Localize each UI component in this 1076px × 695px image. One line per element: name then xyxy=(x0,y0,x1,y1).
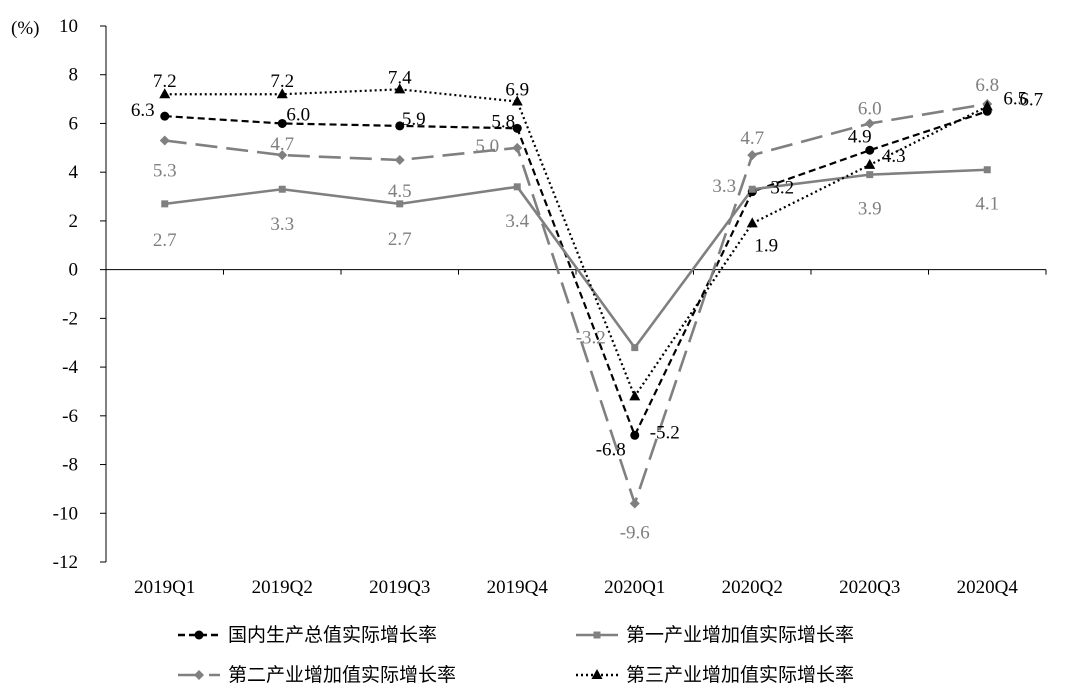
data-point-marker xyxy=(747,150,758,161)
y-tick-label: -4 xyxy=(62,357,78,378)
y-tick-label: 2 xyxy=(69,211,79,232)
data-label: 6.8 xyxy=(975,75,999,96)
data-point-marker xyxy=(194,670,204,680)
data-point-marker xyxy=(746,217,758,228)
series-line xyxy=(164,110,988,437)
data-label: 5.9 xyxy=(402,109,426,130)
data-point-marker xyxy=(748,185,756,193)
y-axis-unit-label: (%) xyxy=(11,18,39,39)
data-label: -5.2 xyxy=(650,422,680,443)
legend-label: 第二产业增加值实际增长率 xyxy=(228,664,456,686)
data-point-marker xyxy=(512,142,523,153)
data-label: 1.9 xyxy=(754,235,778,256)
data-label: 7.2 xyxy=(153,71,177,92)
data-label: 3.9 xyxy=(858,199,882,220)
series-line xyxy=(164,88,988,398)
data-point-marker xyxy=(629,390,641,401)
y-tick-label: 6 xyxy=(69,113,79,134)
x-tick-label: 2019Q4 xyxy=(487,577,549,598)
data-label: 6.0 xyxy=(286,104,310,125)
data-point-marker xyxy=(864,118,875,129)
data-point-marker xyxy=(394,155,405,165)
x-tick-label: 2020Q3 xyxy=(839,577,900,598)
data-label: 3.2 xyxy=(770,178,794,199)
y-tick-label: -6 xyxy=(62,406,78,427)
series-lines xyxy=(159,83,993,509)
data-point-marker xyxy=(160,111,170,121)
data-point-marker xyxy=(864,158,876,169)
data-label: 7.2 xyxy=(270,71,294,92)
data-label: 4.3 xyxy=(882,146,906,167)
data-point-marker xyxy=(277,118,287,128)
data-label: -3.2 xyxy=(576,328,606,349)
data-point-marker xyxy=(396,200,404,208)
axes: -12 -10 -8 -6 -4 -2 0 2 4 6 8 10 2019Q1 2019Q2 2019Q3 2… xyxy=(53,16,1047,598)
data-point-marker xyxy=(159,88,171,99)
data-label: 4.7 xyxy=(740,128,764,149)
data-point-marker xyxy=(276,88,288,99)
x-tick-label: 2020Q4 xyxy=(957,577,1019,598)
y-tick-label: 0 xyxy=(69,260,79,281)
data-label: 3.3 xyxy=(270,214,294,235)
data-point-marker xyxy=(159,135,170,146)
data-point-marker xyxy=(591,669,603,679)
data-label: 4.1 xyxy=(975,194,999,215)
data-label: 6.3 xyxy=(131,100,155,121)
data-point-marker xyxy=(865,145,875,155)
data-point-marker xyxy=(629,498,640,509)
data-label: 4.5 xyxy=(388,181,412,202)
data-point-marker xyxy=(511,95,523,106)
x-tick-label: 2019Q3 xyxy=(369,577,430,598)
x-tick-label: 2019Q1 xyxy=(134,577,195,598)
data-label: 4.7 xyxy=(270,134,294,155)
data-label: -6.8 xyxy=(596,439,626,460)
data-point-marker xyxy=(161,200,169,208)
data-point-marker xyxy=(194,630,204,640)
data-label: 3.4 xyxy=(505,211,529,232)
x-tick-label: 2020Q1 xyxy=(604,577,665,598)
data-point-marker xyxy=(277,150,288,161)
data-point-marker xyxy=(394,83,406,94)
y-tick-label: 10 xyxy=(59,16,78,37)
data-point-marker xyxy=(630,430,640,440)
y-tick-label: 4 xyxy=(69,162,79,183)
data-label: -9.6 xyxy=(620,523,650,544)
data-label: 7.4 xyxy=(388,67,412,88)
data-point-marker xyxy=(983,166,991,174)
y-tick-label: 8 xyxy=(69,65,79,86)
data-label: 6.0 xyxy=(858,98,882,119)
data-point-marker xyxy=(981,100,993,111)
data-label: 5.3 xyxy=(153,161,177,182)
data-point-marker xyxy=(512,123,522,133)
x-tick-label: 2019Q2 xyxy=(252,577,313,598)
data-label: 3.3 xyxy=(712,176,736,197)
data-label: 6.5 xyxy=(1003,88,1027,109)
legend-label: 第一产业增加值实际增长率 xyxy=(626,624,854,646)
data-label: 4.9 xyxy=(848,126,872,147)
y-tick-label: -2 xyxy=(62,308,78,329)
y-tick-label: -10 xyxy=(53,503,78,524)
data-labels: 6.3 6.0 5.9 5.8 -6.8 3.2 4.9 6.5 2.7 3.3 2.7 3.4 -3.… xyxy=(131,67,1043,543)
series-line xyxy=(164,168,988,349)
data-point-marker xyxy=(513,183,521,191)
data-label: 2.7 xyxy=(388,229,412,250)
legend-label: 国内生产总值实际增长率 xyxy=(228,624,437,646)
data-label: 5.8 xyxy=(491,111,515,132)
data-point-marker xyxy=(278,185,286,193)
data-label: 5.0 xyxy=(475,136,499,157)
legend-label: 第三产业增加值实际增长率 xyxy=(626,664,854,686)
data-point-marker xyxy=(593,631,601,639)
data-point-marker xyxy=(631,344,639,352)
data-label: 6.9 xyxy=(505,80,529,101)
x-tick-label: 2020Q2 xyxy=(722,577,783,598)
data-label: 6.7 xyxy=(1019,89,1043,110)
y-tick-label: -12 xyxy=(53,552,78,573)
data-label: 2.7 xyxy=(153,230,177,251)
series-line xyxy=(164,102,988,505)
y-tick-label: -8 xyxy=(62,455,78,476)
data-point-marker xyxy=(395,121,405,131)
data-point-marker xyxy=(866,171,874,179)
